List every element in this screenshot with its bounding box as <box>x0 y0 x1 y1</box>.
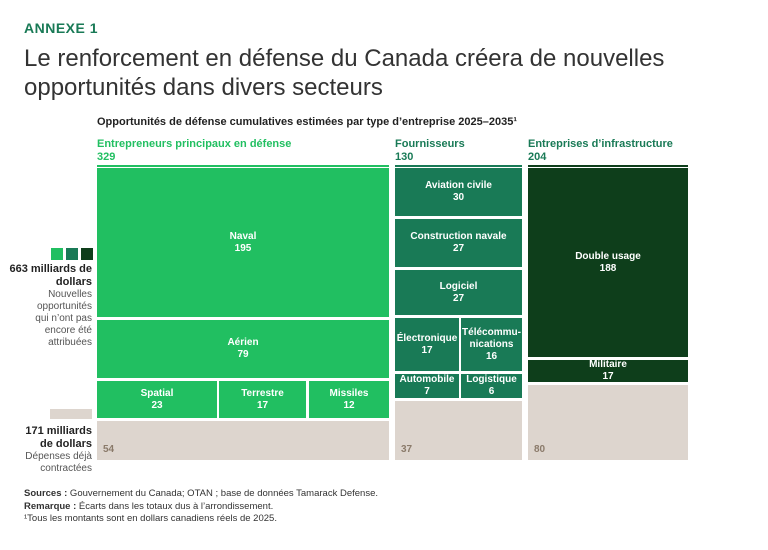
cell-value: 17 <box>421 344 433 356</box>
chart-title: Opportunités de défense cumulatives esti… <box>97 116 518 128</box>
cell-value: 195 <box>234 242 252 254</box>
treemap-cell: Électronique 17 <box>395 318 459 371</box>
contracted-value: 80 <box>534 444 546 455</box>
cell-label: Naval <box>229 230 257 242</box>
group-header-suppliers: Fournisseurs 130 <box>395 138 522 168</box>
legend-contracted-desc: Dépenses déjà contractées <box>25 451 92 474</box>
treemap-cell: Aviation civile 30 <box>395 168 522 216</box>
footer: Sources : Gouvernement du Canada; OTAN ;… <box>24 488 378 526</box>
cell-label: Automobile <box>399 374 455 385</box>
group-total: 204 <box>528 151 547 163</box>
cell-label: Télécommu-nications <box>462 326 521 350</box>
cell-value: 7 <box>424 386 430 397</box>
treemap-cell: Naval 195 <box>97 168 389 317</box>
cell-label: Militaire <box>589 359 627 370</box>
cell-value: 27 <box>452 292 465 304</box>
cell-label: Missiles <box>329 387 369 399</box>
cell-label: Logistique <box>466 374 517 385</box>
treemap-cell: Double usage 188 <box>528 168 688 357</box>
note: Écarts dans les totaux dus à l’arrondiss… <box>76 500 274 512</box>
contracted-value: 37 <box>401 444 413 455</box>
footnote: ¹Tous les montants sont en dollars canad… <box>24 513 277 524</box>
sources-label: Sources : <box>24 488 68 499</box>
cell-label: Spatial <box>140 387 174 399</box>
group-header-prime: Entrepreneurs principaux en défense 329 <box>97 138 389 168</box>
treemap-cell: Aérien 79 <box>97 320 389 378</box>
group-name: Fournisseurs <box>395 138 465 150</box>
group-name: Entreprises d’infrastructure <box>528 138 673 150</box>
group-total: 130 <box>395 151 414 163</box>
contracted-cell: 54 <box>97 421 389 460</box>
cell-label: Aviation civile <box>425 180 492 191</box>
legend-new: 663 milliards de dollars Nouvelles oppor… <box>0 263 92 349</box>
legend-swatches <box>48 247 93 265</box>
contracted-value: 54 <box>103 444 115 455</box>
legend-new-desc: Nouvelles opportunités qui n’ont pas enc… <box>35 289 92 348</box>
treemap-cell: Militaire 17 <box>528 359 688 382</box>
treemap-cell: Missiles 12 <box>309 381 389 418</box>
cell-label: Construction navale <box>410 231 507 242</box>
treemap-cell: Construction navale 27 <box>395 219 522 267</box>
treemap-cell: Spatial 23 <box>97 381 217 418</box>
cell-value: 188 <box>599 262 617 274</box>
treemap-cell: Télécommu-nications 16 <box>461 318 522 371</box>
cell-value: 30 <box>452 192 465 203</box>
cell-value: 17 <box>256 399 269 411</box>
cell-value: 23 <box>151 399 163 411</box>
cell-value: 17 <box>602 371 614 382</box>
group-rule <box>395 165 522 167</box>
group-header-infra: Entreprises d’infrastructure 204 <box>528 138 688 168</box>
swatch-infra <box>81 248 93 260</box>
sources: Gouvernement du Canada; OTAN ; base de d… <box>67 488 378 499</box>
treemap-cell: Terrestre 17 <box>219 381 306 418</box>
cell-label: Logiciel <box>439 280 478 292</box>
treemap-cell: Logiciel 27 <box>395 270 522 315</box>
swatch-prime <box>51 248 63 260</box>
cell-label: Électronique <box>396 332 458 344</box>
group-name: Entrepreneurs principaux en défense <box>97 138 292 150</box>
contracted-cell: 37 <box>395 401 522 460</box>
legend-contracted: 171 milliards de dollars Dépenses déjà c… <box>0 425 92 475</box>
cell-value: 16 <box>485 350 498 362</box>
note-label: Remarque : <box>24 500 77 512</box>
cell-value: 27 <box>452 243 465 254</box>
cell-value: 6 <box>488 386 495 397</box>
cell-value: 12 <box>343 399 355 411</box>
group-rule <box>97 165 389 167</box>
group-total: 329 <box>97 151 116 163</box>
treemap-cell: Logistique 6 <box>461 374 522 398</box>
legend-contracted-amount: 171 milliards de dollars <box>25 425 92 450</box>
page-title: Le renforcement en défense du Canada cré… <box>24 45 665 101</box>
legend-new-amount: 663 milliards de dollars <box>9 263 92 288</box>
swatch-suppliers <box>66 248 78 260</box>
group-rule <box>528 165 688 167</box>
cell-label: Double usage <box>575 250 641 262</box>
cell-label: Terrestre <box>241 387 284 399</box>
exhibit-label: ANNEXE 1 <box>24 20 99 36</box>
cell-label: Aérien <box>227 337 259 348</box>
contracted-cell: 80 <box>528 385 688 460</box>
swatch-contracted <box>50 409 92 419</box>
treemap-cell: Automobile 7 <box>395 374 459 398</box>
cell-value: 79 <box>237 349 249 360</box>
